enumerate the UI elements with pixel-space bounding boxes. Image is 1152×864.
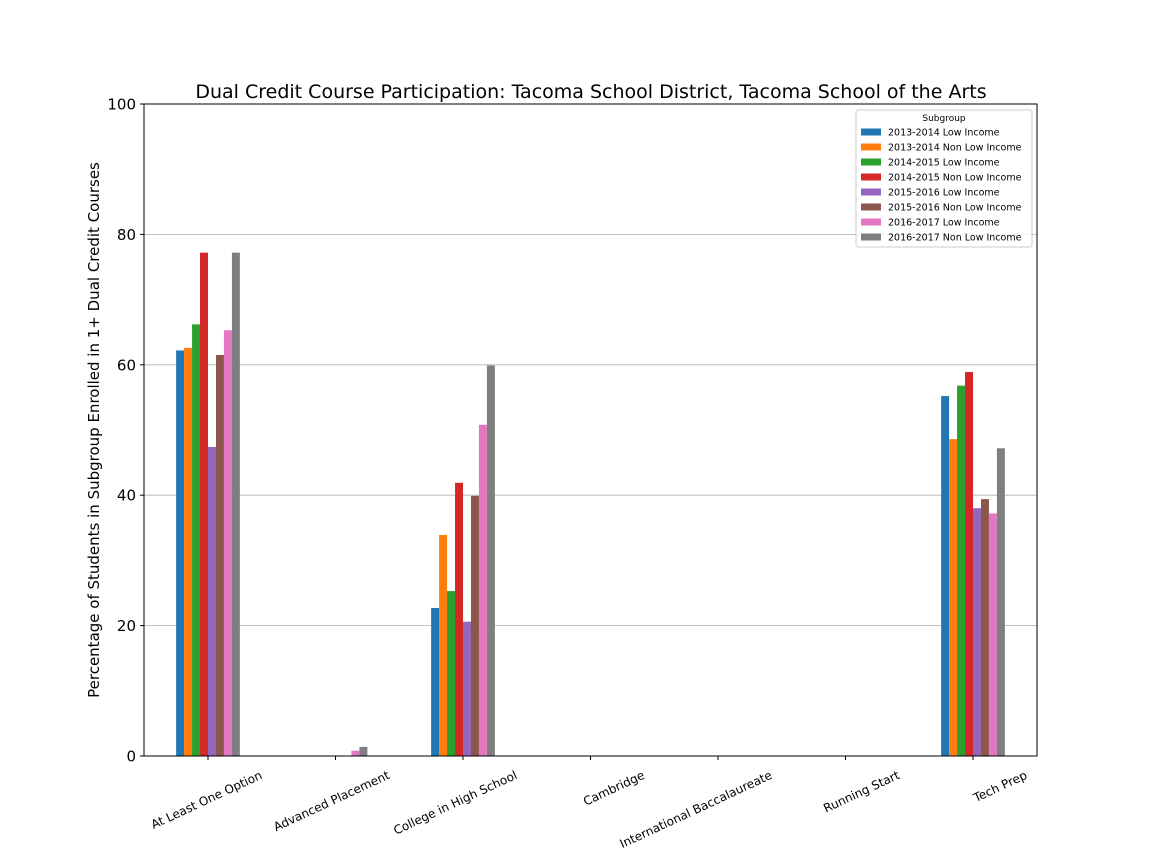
bar [215, 355, 224, 756]
legend-label: 2014-2015 Low Income [888, 158, 1000, 169]
bar [980, 499, 989, 756]
bar [941, 396, 950, 756]
legend-label: 2013-2014 Non Low Income [888, 143, 1022, 154]
bar [431, 608, 440, 756]
bar [447, 591, 456, 756]
bar [200, 252, 208, 756]
bar [176, 350, 185, 756]
bar [988, 513, 997, 756]
legend-label: 2016-2017 Low Income [888, 218, 1000, 229]
bar [965, 371, 973, 756]
y-tick-label: 20 [117, 617, 136, 635]
gridlines [144, 233, 1037, 626]
legend-frame [855, 109, 1033, 248]
y-tick-label: 60 [117, 356, 136, 374]
legend-label: 2015-2016 Low Income [888, 188, 1000, 199]
chart-title: Dual Credit Course Participation: Tacoma… [195, 81, 986, 103]
x-tick-label: College in High School [391, 768, 519, 838]
bars [176, 252, 1005, 756]
bar [463, 621, 471, 756]
legend-swatch [861, 188, 881, 196]
bar [455, 482, 463, 756]
bar [439, 534, 448, 756]
y-tick-label: 0 [126, 748, 136, 766]
bar [957, 385, 966, 756]
bar [184, 347, 193, 756]
bar [223, 330, 232, 756]
bar [478, 424, 487, 756]
x-tick-label: Cambridge [581, 768, 647, 809]
legend-label: 2014-2015 Non Low Income [888, 173, 1022, 184]
legend-swatch [861, 203, 881, 211]
x-tick-label: Advanced Placement [271, 768, 392, 834]
legend-label: 2015-2016 Non Low Income [888, 203, 1022, 214]
legend-label: 2013-2014 Low Income [888, 128, 1000, 139]
bar [359, 746, 368, 756]
x-tick-label: Running Start [821, 768, 902, 816]
y-tick-label: 100 [107, 96, 136, 114]
legend-swatch [861, 173, 881, 181]
x-tick-label: At Least One Option [149, 768, 264, 832]
legend-swatch [861, 218, 881, 226]
y-tick-label: 80 [117, 226, 136, 244]
bar [231, 252, 240, 756]
legend-label: 2016-2017 Non Low Income [888, 233, 1022, 244]
x-tick-label: Tech Prep [970, 768, 1029, 805]
y-axis-label: Percentage of Students in Subgroup Enrol… [85, 162, 103, 698]
bar [486, 365, 495, 756]
bar [973, 508, 981, 756]
legend-title: Subgroup [922, 114, 966, 124]
legend-swatch [861, 233, 881, 241]
bar [192, 324, 201, 756]
bar [949, 439, 958, 756]
bar [351, 750, 360, 756]
legend-swatch [861, 143, 881, 151]
y-tick-label: 40 [117, 487, 136, 505]
bar [470, 495, 479, 756]
legend: Subgroup 2013-2014 Low Income 2013-2014 N… [855, 109, 1033, 248]
legend-swatch [861, 158, 881, 166]
bar [208, 446, 216, 756]
y-axis: 0 20 40 60 80 100 [107, 96, 144, 766]
x-axis: At Least One Option Advanced Placement Col… [149, 756, 1029, 851]
bar [996, 448, 1005, 756]
legend-swatch [861, 128, 881, 136]
